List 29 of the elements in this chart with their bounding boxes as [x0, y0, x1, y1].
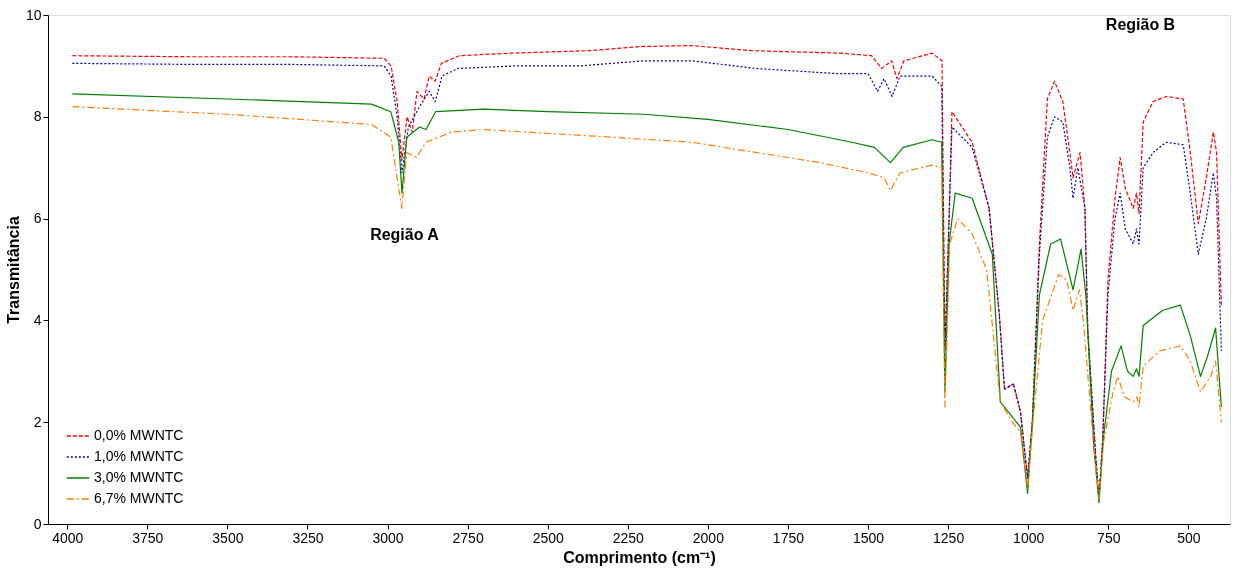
y-tick-label: 8: [33, 108, 42, 125]
x-tick-label: 2250: [612, 529, 645, 546]
annotation: Região B: [1105, 16, 1176, 33]
x-tick-label: 4000: [52, 529, 84, 546]
y-tick-label: 6: [33, 210, 42, 227]
legend-label: 6,7% MWNTC: [94, 490, 184, 506]
y-tick-label: 10: [25, 6, 42, 23]
y-tick-label: 4: [33, 311, 42, 328]
legend-label: 3,0% MWNTC: [94, 469, 184, 485]
x-tick-label: 750: [1097, 529, 1121, 546]
annotation: Região A: [370, 226, 440, 243]
legend-label: 1,0% MWNTC: [94, 448, 184, 464]
x-tick-label: 1500: [852, 529, 885, 546]
y-tick-label: 2: [33, 413, 42, 430]
x-tick-label: 1250: [933, 529, 965, 546]
x-tick-label: 1000: [1013, 529, 1045, 546]
x-tick-label: 500: [1177, 529, 1201, 546]
x-tick-label: 1750: [772, 529, 805, 546]
x-tick-label: 3000: [372, 529, 404, 546]
x-tick-label: 3250: [292, 529, 324, 546]
x-axis-title: Comprimento (cm⁻¹): [563, 548, 716, 566]
x-tick-label: 3500: [212, 529, 244, 546]
x-tick-label: 2750: [452, 529, 484, 546]
x-tick-label: 3750: [132, 529, 164, 546]
y-tick-label: 0: [33, 515, 42, 532]
x-tick-label: 2500: [532, 529, 564, 546]
x-tick-label: 2000: [692, 529, 725, 546]
legend-label: 0,0% MWNTC: [94, 427, 184, 443]
y-axis-title: Transmitância: [4, 216, 22, 324]
